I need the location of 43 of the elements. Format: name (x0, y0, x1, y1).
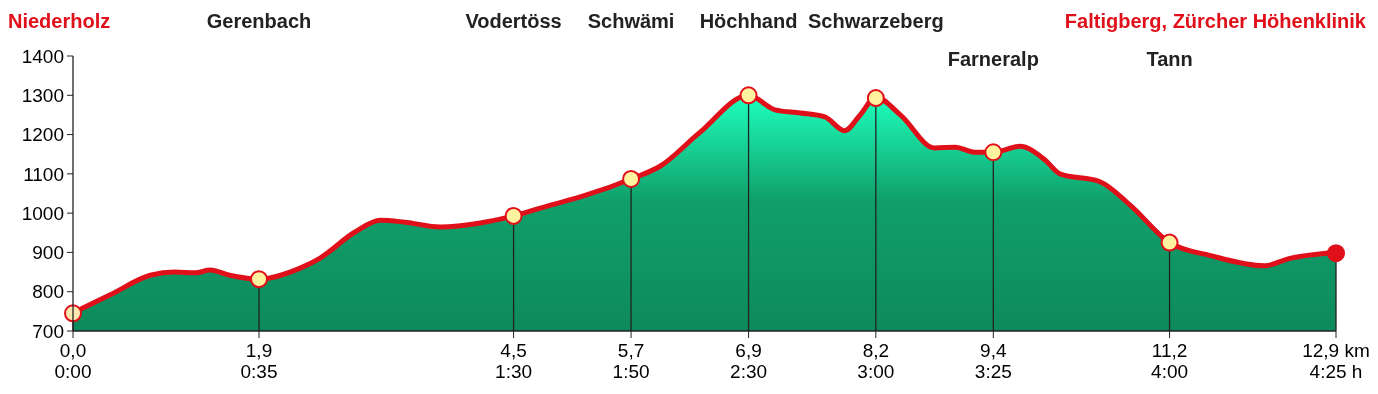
text: Vodertöss (465, 10, 562, 32)
y-tick-label: 1300 (21, 84, 64, 106)
x-tick-label: 0,0 (59, 340, 87, 361)
point (622, 169, 641, 188)
text: 1:30 (495, 361, 533, 382)
x-tick-label: 1,9 (245, 340, 273, 361)
x-tick-label: 5,7 (617, 340, 645, 361)
point (504, 206, 523, 225)
y-tick-label: 900 (32, 242, 64, 264)
y-tick-label: 1100 (23, 163, 64, 185)
text: 0:00 (54, 361, 92, 382)
annotation: Tann (1146, 48, 1193, 70)
text: 3:00 (857, 361, 895, 382)
x-tick-label: 4,5 (500, 340, 527, 361)
text: Schwämi (587, 10, 675, 32)
x-tick-label: 6,9 (735, 340, 762, 361)
text: 0:35 (240, 361, 278, 382)
point (866, 89, 885, 108)
point (250, 270, 269, 289)
x-tick-label: 12,9 km (1302, 340, 1370, 361)
text: 3:25 (974, 361, 1012, 382)
text: Gerenbach (206, 10, 312, 32)
point (1327, 244, 1345, 263)
text: 4:25 h (1309, 361, 1363, 382)
x-tick-label: 8,2 (862, 340, 890, 361)
y-tick-label: 1200 (21, 124, 64, 146)
text: Faltigberg, Zürcher Höhenklinik (1064, 10, 1367, 32)
text: Höchhand (699, 10, 798, 32)
y-tick-label: 1000 (21, 202, 64, 224)
text: Niederholz (8, 10, 111, 32)
point (1160, 233, 1179, 252)
text: 4:00 (1151, 361, 1189, 382)
y-tick-label: 700 (32, 320, 64, 342)
x-tick-label: 11,2 (1151, 340, 1188, 361)
y-tick-label: 800 (32, 281, 64, 303)
y-tick-label: 1400 (21, 45, 64, 67)
text: 2:30 (730, 361, 768, 382)
annotation: Farneralp (947, 48, 1039, 70)
text: Schwarzeberg (808, 10, 944, 32)
text: 1:50 (612, 361, 650, 382)
x-tick-label: 9,4 (980, 340, 1007, 361)
point (984, 143, 1003, 162)
point (739, 86, 758, 105)
